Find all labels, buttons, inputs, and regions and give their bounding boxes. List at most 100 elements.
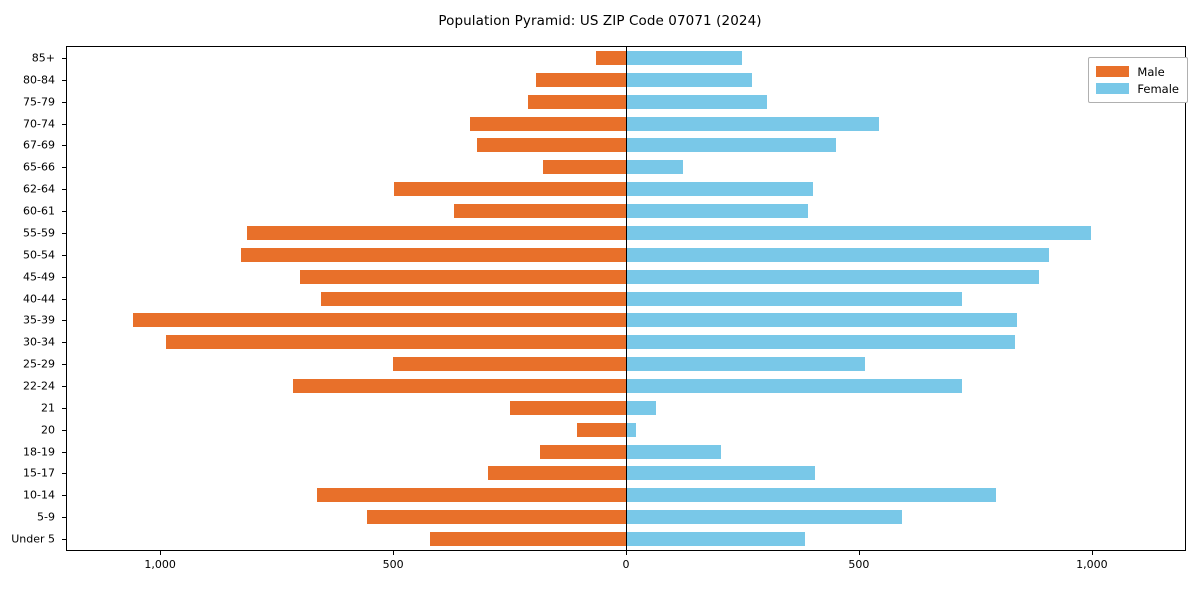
y-tick-label: 55-59 bbox=[23, 226, 55, 240]
y-tick-mark bbox=[62, 517, 66, 519]
bar-male bbox=[595, 50, 626, 65]
x-tick-mark bbox=[858, 551, 860, 555]
y-tick-label: 10-14 bbox=[23, 488, 55, 502]
y-tick-label: 85+ bbox=[31, 51, 55, 65]
bar-female bbox=[626, 182, 814, 197]
y-tick-mark bbox=[62, 495, 66, 497]
zero-axis-line bbox=[626, 47, 627, 550]
x-tick-label: 500 bbox=[382, 558, 404, 571]
legend-label-male: Male bbox=[1137, 64, 1165, 79]
chart-legend: Male Female bbox=[1088, 57, 1188, 103]
y-tick-mark bbox=[62, 232, 66, 234]
bar-female bbox=[626, 204, 808, 219]
bar-male bbox=[539, 444, 626, 459]
y-tick-mark bbox=[62, 254, 66, 256]
x-tick-mark bbox=[1091, 551, 1093, 555]
y-tick-mark bbox=[62, 211, 66, 213]
bar-female bbox=[626, 510, 902, 525]
x-tick-mark bbox=[626, 551, 627, 555]
legend-swatch-male bbox=[1096, 66, 1130, 77]
bar-male bbox=[469, 116, 626, 131]
bar-male bbox=[543, 160, 626, 175]
y-tick-mark bbox=[62, 167, 66, 169]
bar-female bbox=[626, 247, 1049, 262]
y-tick-label: 35-39 bbox=[23, 313, 55, 327]
bar-female bbox=[626, 138, 837, 153]
y-tick-label: 75-79 bbox=[23, 95, 55, 109]
bar-male bbox=[317, 488, 626, 503]
bar-female bbox=[626, 422, 637, 437]
bar-male bbox=[241, 247, 626, 262]
bar-female bbox=[626, 291, 962, 306]
bar-male bbox=[430, 532, 626, 547]
y-tick-label: 80-84 bbox=[23, 73, 55, 87]
y-tick-mark bbox=[62, 385, 66, 387]
bar-male bbox=[246, 225, 626, 240]
bar-male bbox=[292, 378, 626, 393]
y-tick-label: 67-69 bbox=[23, 138, 55, 152]
bar-female bbox=[626, 94, 768, 109]
x-tick-label: 1,000 bbox=[144, 558, 176, 571]
bar-male bbox=[487, 466, 626, 481]
y-tick-label: 15-17 bbox=[23, 466, 55, 480]
y-tick-label: 5-9 bbox=[37, 510, 55, 524]
bar-male bbox=[165, 335, 626, 350]
legend-swatch-female bbox=[1096, 83, 1130, 94]
bar-female bbox=[626, 532, 805, 547]
y-tick-mark bbox=[62, 101, 66, 103]
x-tick-label: 1,000 bbox=[1076, 558, 1108, 571]
plot-area bbox=[66, 46, 1186, 551]
y-tick-label: 45-49 bbox=[23, 270, 55, 284]
bar-female bbox=[626, 466, 816, 481]
y-tick-mark bbox=[62, 342, 66, 344]
y-tick-mark bbox=[62, 57, 66, 59]
y-tick-mark bbox=[62, 189, 66, 191]
y-tick-mark bbox=[62, 276, 66, 278]
y-tick-label: Under 5 bbox=[11, 532, 55, 546]
y-tick-label: 20 bbox=[41, 423, 55, 437]
bar-female bbox=[626, 378, 963, 393]
bar-male bbox=[535, 72, 626, 87]
bar-female bbox=[626, 50, 742, 65]
bar-female bbox=[626, 72, 753, 87]
bar-male bbox=[509, 400, 626, 415]
bar-female bbox=[626, 313, 1018, 328]
legend-item-male: Male bbox=[1096, 63, 1179, 80]
legend-item-female: Female bbox=[1096, 80, 1179, 97]
y-tick-mark bbox=[62, 79, 66, 81]
bar-male bbox=[577, 422, 626, 437]
bar-male bbox=[393, 357, 626, 372]
y-tick-mark bbox=[62, 451, 66, 453]
bar-male bbox=[133, 313, 626, 328]
y-tick-label: 22-24 bbox=[23, 379, 55, 393]
y-tick-label: 70-74 bbox=[23, 117, 55, 131]
bar-female bbox=[626, 160, 684, 175]
bar-female bbox=[626, 488, 997, 503]
y-tick-label: 25-29 bbox=[23, 357, 55, 371]
y-tick-label: 40-44 bbox=[23, 292, 55, 305]
y-tick-mark bbox=[62, 364, 66, 366]
bar-female bbox=[626, 400, 657, 415]
legend-label-female: Female bbox=[1137, 81, 1179, 96]
bar-male bbox=[453, 204, 626, 219]
bar-male bbox=[477, 138, 626, 153]
y-tick-mark bbox=[62, 539, 66, 541]
y-tick-mark bbox=[62, 145, 66, 147]
y-tick-mark bbox=[62, 473, 66, 475]
y-tick-label: 30-34 bbox=[23, 335, 55, 349]
bar-male bbox=[394, 182, 626, 197]
bar-female bbox=[626, 335, 1015, 350]
y-tick-label: 60-61 bbox=[23, 204, 55, 218]
y-tick-mark bbox=[62, 429, 66, 431]
bar-male bbox=[299, 269, 626, 284]
chart-title: Population Pyramid: US ZIP Code 07071 (2… bbox=[438, 13, 762, 29]
bar-male bbox=[366, 510, 626, 525]
y-tick-label: 65-66 bbox=[23, 160, 55, 174]
y-tick-mark bbox=[62, 320, 66, 322]
x-tick-mark bbox=[160, 551, 162, 555]
y-tick-label: 18-19 bbox=[23, 445, 55, 459]
bar-female bbox=[626, 357, 865, 372]
y-tick-mark bbox=[62, 298, 66, 300]
bar-female bbox=[626, 225, 1091, 240]
